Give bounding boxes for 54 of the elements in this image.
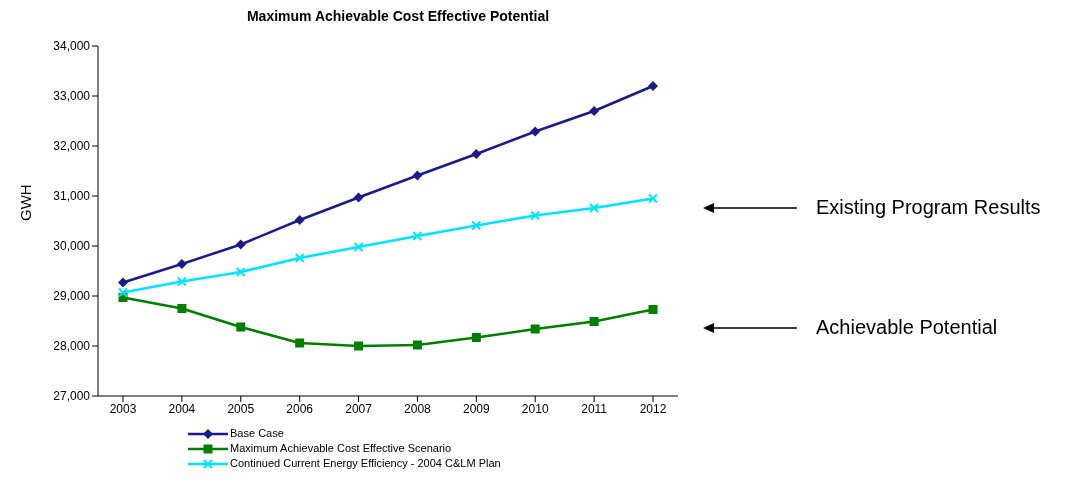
x-tick-label: 2006 <box>286 401 314 416</box>
point <box>176 276 187 287</box>
y-tick-label: 27,000 <box>53 389 91 404</box>
point <box>235 239 246 250</box>
point <box>471 333 481 342</box>
point <box>236 322 246 332</box>
point <box>471 220 482 231</box>
y-axis-title: GWH <box>17 184 35 221</box>
legend-label: Continued Current Energy Efficiency - 2004 C&LM Plan <box>230 456 501 471</box>
y-tick-label: 31,000 <box>53 189 91 204</box>
x-tick-label: 2007 <box>345 401 373 416</box>
y-tick-label: 33,000 <box>53 89 91 104</box>
point <box>648 193 658 204</box>
legend-label: Base Case <box>230 426 284 441</box>
point <box>530 210 541 221</box>
point <box>589 317 599 326</box>
y-tick-label: 28,000 <box>53 339 91 354</box>
x-tick-label: 2003 <box>109 401 137 416</box>
point <box>589 203 600 213</box>
x-tick-label: 2009 <box>462 401 490 416</box>
point <box>294 215 305 225</box>
point <box>648 81 658 91</box>
point <box>353 242 364 252</box>
point <box>118 287 128 298</box>
point <box>176 259 187 269</box>
y-tick-label: 30,000 <box>53 239 91 254</box>
y-tick-label: 32,000 <box>53 139 91 154</box>
point <box>412 340 422 350</box>
x-tick-label: 2012 <box>639 401 667 416</box>
point <box>530 126 541 137</box>
point <box>354 341 364 351</box>
point <box>412 231 423 241</box>
x-tick-label: 2011 <box>581 401 608 416</box>
point <box>471 149 482 159</box>
chart-title: Maximum Achievable Cost Effective Potential <box>245 8 551 24</box>
legend-label: Maximum Achievable Cost Effective Scenario <box>230 441 452 456</box>
point <box>412 170 423 181</box>
point <box>353 192 364 203</box>
point <box>295 338 305 348</box>
point <box>294 253 305 263</box>
point <box>177 304 187 313</box>
x-tick-label: 2005 <box>227 401 255 416</box>
point <box>589 106 600 116</box>
x-tick-label: 2008 <box>404 401 432 416</box>
point <box>118 277 128 288</box>
point <box>530 324 540 334</box>
text: Achievable Potential <box>816 316 998 339</box>
text: Existing Program Results <box>816 196 1041 219</box>
x-tick-label: 2004 <box>168 401 196 416</box>
point <box>648 305 658 314</box>
point <box>235 267 246 277</box>
y-tick-label: 29,000 <box>53 289 91 304</box>
x-tick-label: 2010 <box>521 401 549 416</box>
y-tick-label: 34,000 <box>53 39 91 54</box>
